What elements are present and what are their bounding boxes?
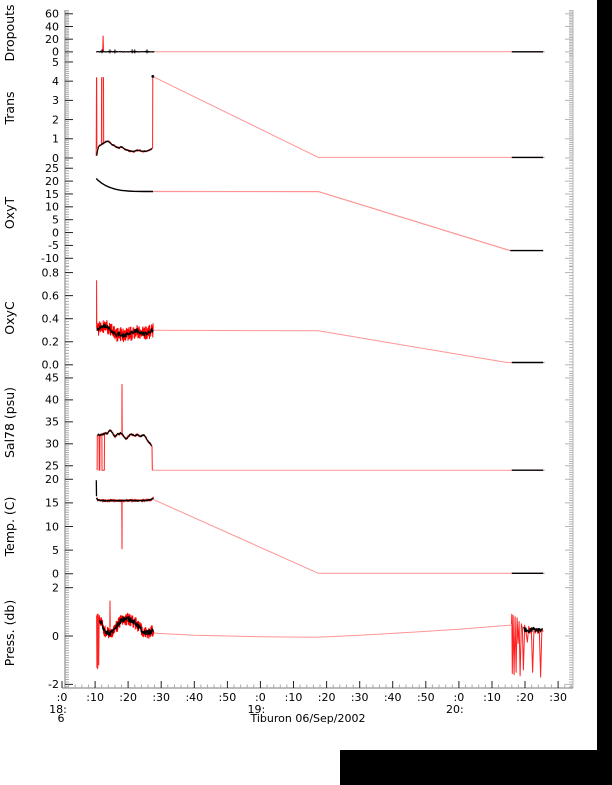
page-number: 6 [57,712,65,725]
y-tick-label: 20 [45,33,59,46]
data-series [522,626,544,634]
data-series [96,613,100,670]
data-series [153,329,545,363]
x-tick-label: :10 [86,691,104,704]
x-tick-label: :50 [417,691,435,704]
x-tick-label: :20 [318,691,336,704]
screen-border-right [597,0,612,785]
y-tick-label: 25 [45,162,59,175]
y-axis-title-trans: Trans [2,91,17,125]
y-tick-label: 45 [45,372,59,385]
x-tick-label: :0 [57,691,68,704]
x-tick-label: :0 [255,691,266,704]
y-axis-title-temp: Temp. (C) [2,497,17,558]
x-tick-label: :0 [454,691,465,704]
y-axis-title-dropouts: Dropouts [2,4,17,61]
subplot-press: 2 0 -2 Press. (db) [2,577,574,691]
data-series [128,190,511,252]
figure-title: Tiburon 06/Sep/2002 [250,712,366,725]
y-tick-label: 5 [52,544,59,557]
y-tick-label: 40 [45,20,59,33]
y-tick-label: 10 [45,520,59,533]
subplot-sal78: 45 40 35 30 25 Sal78 (psu) [2,370,574,476]
screen-border-bottom [340,750,612,785]
data-series [511,613,544,678]
y-tick-label: 60 [45,8,59,21]
data-series [95,177,153,193]
y-tick-label: 1 [52,133,59,146]
y-tick-label: 15 [45,188,59,201]
y-tick-label: 0 [52,226,59,239]
y-axis-title-oxyt: OxyT [2,197,17,230]
subplot-trans: 5 4 3 2 1 0 Trans [2,55,574,165]
y-tick-label: 0.4 [42,313,60,326]
data-series [102,35,104,52]
data-series [98,435,101,471]
subplot-oxyc: 0.8 0.6 0.4 0.2 0.0 OxyC [2,266,574,372]
subplot-temp: 20 15 10 5 0 Temp. (C) [2,473,574,581]
y-axis-title-oxyc: OxyC [2,301,17,335]
y-tick-label: 15 [45,497,59,510]
y-tick-label: 40 [45,394,59,407]
y-tick-label: -5 [48,239,59,252]
y-tick-label: 0 [52,152,59,165]
x-tick-label: :10 [285,691,303,704]
y-tick-label: 5 [52,214,59,227]
data-series [95,497,154,502]
x-hour-label: 20: [446,703,464,716]
data-series [95,77,98,156]
x-tick-label: :40 [384,691,402,704]
x-tick-label: :20 [516,691,534,704]
y-tick-label: 5 [52,56,59,69]
y-tick-label: 0.2 [42,336,60,349]
y-tick-label: 30 [45,438,59,451]
y-tick-label: 2 [52,582,59,595]
data-series [98,616,154,637]
y-axis-title-sal78: Sal78 (psu) [2,387,17,458]
x-tick-label: :30 [549,691,567,704]
x-tick-label: :10 [483,691,501,704]
y-tick-label: 0.8 [42,266,60,279]
y-tick-label: 4 [52,75,59,88]
data-series [101,434,105,471]
y-tick-label: 35 [45,416,59,429]
data-series [97,429,152,447]
y-tick-label: 2 [52,113,59,126]
data-series [96,320,154,343]
data-series [100,77,105,146]
y-tick-label: 0 [52,568,59,581]
data-series [153,499,545,574]
x-tick-label: :20 [119,691,137,704]
x-hour-label: 18: [49,703,67,716]
data-series [152,75,545,158]
y-tick-label: 3 [52,94,59,107]
y-axis-title-press: Press. (db) [2,600,17,666]
data-marker [151,74,155,78]
data-series [96,140,153,156]
y-tick-label: 0 [52,630,59,643]
data-series [96,323,154,339]
y-tick-label: 20 [45,473,59,486]
x-hour-label: 19: [248,703,266,716]
x-axis: :0 :10 :20 :30 :40 :50 :0 :10 :20 :30 :40 :50 :0 :10:… [49,681,573,716]
y-tick-label: 20 [45,175,59,188]
x-tick-label: :30 [152,691,170,704]
x-tick-label: :40 [185,691,203,704]
y-tick-label: 0.0 [42,359,60,372]
y-tick-label: 25 [45,460,59,473]
y-tick-label: 0 [52,46,59,59]
x-tick-label: :30 [351,691,369,704]
y-tick-label: 10 [45,201,59,214]
y-tick-label: -10 [41,252,59,265]
y-tick-label: -2 [48,678,59,691]
x-tick-label: :50 [219,691,237,704]
y-tick-label: 0.6 [42,289,60,302]
data-series [153,624,512,638]
